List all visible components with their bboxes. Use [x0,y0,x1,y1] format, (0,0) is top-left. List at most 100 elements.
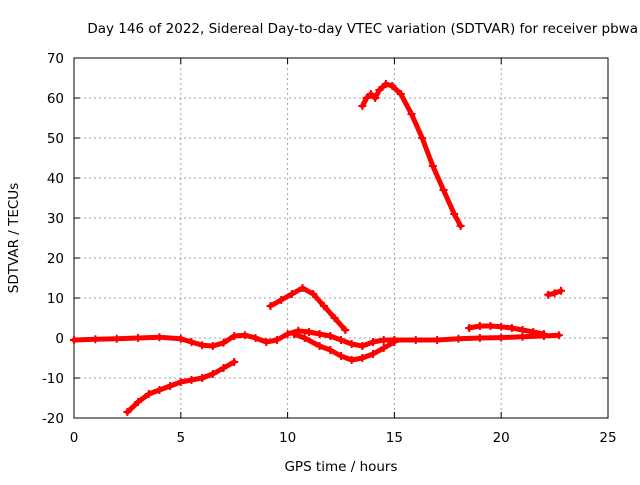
y-tick-label: 30 [47,211,64,227]
data-point [315,342,324,350]
y-tick-label: 10 [47,291,64,307]
x-tick-label: 25 [599,430,616,446]
data-point [230,332,239,340]
series-mid-arc [266,284,350,334]
data-point [144,390,153,398]
data-point [347,356,356,364]
data-point [251,334,260,342]
series-dip [290,330,399,364]
x-axis-label: GPS time / hours [284,459,397,475]
data-point [475,322,484,330]
data-point [187,376,196,384]
data-point [287,290,296,298]
data-point [418,134,427,142]
data-point [439,186,448,194]
series-baseline [70,326,563,350]
data-point [379,336,388,344]
data-point [465,324,474,332]
series-line [359,81,464,229]
y-tick-label: 0 [55,331,64,347]
x-tick-label: 10 [279,430,296,446]
data-point [155,333,164,342]
series-late-segment [544,286,566,299]
data-point [341,326,350,334]
data-point [230,358,239,366]
y-tick-label: 40 [47,171,64,187]
data-point [369,350,378,358]
data-point [557,286,566,295]
data-point [219,338,228,347]
grid-lines [74,58,608,418]
data-point [358,342,367,350]
x-tick-label: 20 [493,430,510,446]
data-series [70,80,566,416]
data-point [337,352,345,360]
data-point [337,336,345,344]
y-tick-label: -20 [42,411,64,427]
data-point [134,334,143,342]
data-point [262,338,271,346]
y-axis-label: SDTVAR / TECUs [6,183,22,293]
data-point [539,330,548,338]
data-point [198,374,207,382]
data-point [315,330,324,338]
data-point [300,334,309,342]
data-point [450,210,459,218]
data-point [454,334,463,343]
series-early-low [123,358,239,416]
data-point [358,102,367,110]
data-point [396,90,405,98]
data-point [375,86,384,94]
series-line [71,328,562,349]
plot-frame [73,57,609,419]
data-point [529,328,538,336]
data-point [362,94,371,102]
data-point [266,302,275,310]
series-high-arc [358,80,465,230]
data-point [272,336,281,344]
data-point [176,378,185,386]
data-point [187,338,196,346]
data-point [277,296,286,304]
data-point [379,344,388,352]
data-point [304,328,313,336]
data-point [208,342,217,350]
y-tick-label: 50 [47,131,64,147]
data-point [198,341,207,350]
data-point [554,331,563,340]
data-point [475,334,484,342]
data-point [486,322,495,330]
data-point [319,302,328,310]
x-tick-label: 15 [386,430,403,446]
data-point [371,94,380,102]
x-tick-label: 0 [70,430,79,446]
series-line [291,331,397,363]
data-point [134,398,143,406]
data-point [369,338,378,346]
data-point [390,338,399,346]
data-point [381,80,390,88]
data-point [330,314,339,322]
y-tick-label: -10 [42,371,64,387]
data-point [176,334,185,343]
data-point [219,364,228,372]
data-point [123,408,132,416]
data-point [298,284,307,292]
y-tick-label: 60 [47,91,64,107]
data-point [497,333,506,342]
data-point [428,162,437,170]
data-point [544,290,553,299]
data-point [518,332,527,341]
data-point [70,336,78,344]
data-point [388,82,397,90]
data-point [326,332,335,340]
data-point [411,336,420,344]
axis-ticks: 0 5 10 15 20 25 -20 -10 0 10 20 30 40 50 60 70 [42,51,617,446]
chart-title: Day 146 of 2022, Sidereal Day-to-day VTE… [87,21,638,37]
data-point [290,330,299,338]
data-point [112,334,121,343]
data-point [456,222,465,230]
data-point [347,340,356,348]
